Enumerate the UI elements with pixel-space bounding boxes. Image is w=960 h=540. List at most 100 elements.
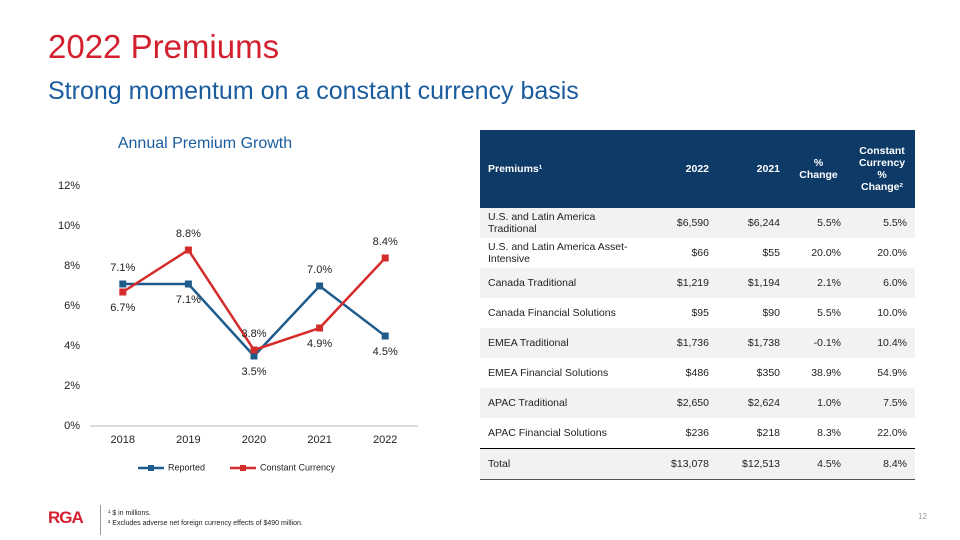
marker: [184, 246, 192, 254]
cell-value: 10.4%: [849, 328, 915, 358]
row-label: U.S. and Latin America Asset-Intensive: [488, 241, 628, 265]
value-label: 3.5%: [241, 366, 266, 378]
value-label: 7.1%: [176, 294, 201, 306]
chart-title: Annual Premium Growth: [118, 135, 292, 152]
row-label: Canada Traditional: [480, 268, 646, 298]
cell-value: $1,194: [717, 268, 788, 298]
cell-value: $6,590: [646, 208, 717, 238]
cell-value: $6,244: [717, 208, 788, 238]
cell-value: 5.5%: [817, 307, 841, 319]
table-row: APAC Financial Solutions $236 $218 8.3% 22.0…: [480, 418, 915, 449]
table-row: APAC Traditional $2,650 $2,624 1.0% 7.5%: [480, 388, 915, 418]
y-tick-label: 6%: [64, 300, 80, 312]
x-tick-label: 2022: [373, 434, 397, 446]
row-label: Canada Financial Solutions: [488, 307, 616, 319]
row-label: EMEA Financial Solutions: [488, 367, 609, 379]
cell-value: 2.1%: [788, 268, 849, 298]
cell-value: 8.3%: [817, 427, 841, 439]
y-tick-label: 0%: [64, 420, 80, 432]
cell-value: 6.0%: [849, 268, 915, 298]
row-label: U.S. and Latin America Traditional: [480, 208, 646, 238]
cell-value: $12,513: [717, 448, 788, 480]
header-row: Premiums¹ 2022 2021% Change Constant Curren…: [480, 130, 915, 208]
value-label: 8.8%: [176, 228, 201, 240]
cell-value: $350: [756, 367, 780, 379]
chart: Annual Premium Growth 0% 2% 4% 6% 8% 10% 12% 20…: [58, 135, 418, 472]
table-row: Canada Financial Solutions $95 $90 5.5% 10.0…: [480, 298, 915, 328]
legend-marker: [240, 465, 246, 471]
cell-value: $13,078: [646, 448, 717, 480]
marker: [381, 254, 389, 262]
premiums-table: Premiums¹ 2022 2021% Change Constant Curren…: [480, 130, 915, 480]
legend-marker: [148, 465, 154, 471]
y-tick-label: 12%: [58, 180, 80, 192]
row-label: APAC Financial Solutions: [488, 427, 607, 439]
y-tick-label: 10%: [58, 220, 80, 232]
marker: [184, 280, 192, 288]
marker: [250, 346, 258, 354]
table-row: EMEA Traditional $1,736 $1,738 -0.1% 10.4%: [480, 328, 915, 358]
cell-value: $1,219: [646, 268, 717, 298]
y-tick-label: 2%: [64, 380, 80, 392]
legend-label: Reported: [168, 462, 205, 472]
x-tick-label: 2019: [176, 434, 200, 446]
cell-value: 5.5%: [849, 208, 915, 238]
marker: [119, 288, 127, 296]
value-label: 8.4%: [373, 236, 398, 248]
footnote: ¹ $ in millions.: [108, 510, 151, 517]
value-label: 6.7%: [110, 302, 135, 314]
x-tick-label: 2020: [242, 434, 266, 446]
cell-value: 20.0%: [811, 247, 841, 259]
value-label: 4.5%: [373, 346, 398, 358]
marker: [381, 332, 389, 340]
cell-value: 20.0%: [877, 247, 907, 259]
cell-value: $95: [691, 307, 709, 319]
footnote: ² Excludes adverse net foreign currency …: [108, 520, 303, 527]
value-label: 7.0%: [307, 264, 332, 276]
cell-value: $236: [685, 427, 709, 439]
y-tick-label: 8%: [64, 260, 80, 272]
cell-value: -0.1%: [788, 328, 849, 358]
column-header: 2021: [717, 130, 788, 208]
cell-value: 38.9%: [811, 367, 841, 379]
cell-value: $1,738: [717, 328, 788, 358]
column-header: 2022: [646, 130, 717, 208]
cell-value: $1,736: [646, 328, 717, 358]
table-row: Total $13,078 $12,513 4.5% 8.4%: [480, 448, 915, 480]
value-label: 4.9%: [307, 338, 332, 350]
x-tick-label: 2021: [307, 434, 331, 446]
divider: [100, 505, 101, 535]
row-label: Total: [480, 448, 646, 480]
cell-value: 22.0%: [877, 427, 907, 439]
column-header: % Change: [788, 130, 849, 208]
slide-subtitle: Strong momentum on a constant currency b…: [48, 77, 579, 105]
marker: [250, 352, 258, 360]
value-label: 7.1%: [110, 262, 135, 274]
cell-value: $218: [756, 427, 780, 439]
column-header: Constant Currency % Change²: [849, 130, 915, 208]
column-header: Premiums¹: [480, 130, 646, 208]
page-number: 12: [918, 512, 927, 521]
slide-title: 2022 Premiums: [48, 28, 280, 65]
cell-value: $55: [762, 247, 780, 259]
table-row: U.S. and Latin America Asset-Intensive $6…: [480, 238, 915, 268]
table-row: Canada Traditional $1,219 $1,194 2.1% 6.0%: [480, 268, 915, 298]
table-row: U.S. and Latin America Traditional $6,590…: [480, 208, 915, 238]
cell-value: $486: [685, 367, 709, 379]
logo: RGA: [48, 508, 84, 527]
cell-value: $2,624: [717, 388, 788, 418]
marker: [119, 280, 127, 288]
series-line: [122, 282, 386, 358]
row-label: EMEA Traditional: [480, 328, 646, 358]
row-label: APAC Traditional: [480, 388, 646, 418]
cell-value: 54.9%: [877, 367, 907, 379]
footnotes: ¹ $ in millions. ² Excludes adverse net …: [108, 509, 303, 529]
cell-value: 5.5%: [788, 208, 849, 238]
cell-value: $66: [691, 247, 709, 259]
legend-label: Constant Currency: [260, 462, 336, 472]
table-row: EMEA Financial Solutions $486 $350 38.9% 54.…: [480, 358, 915, 388]
cell-value: 7.5%: [849, 388, 915, 418]
cell-value: 8.4%: [849, 448, 915, 480]
cell-value: 1.0%: [788, 388, 849, 418]
